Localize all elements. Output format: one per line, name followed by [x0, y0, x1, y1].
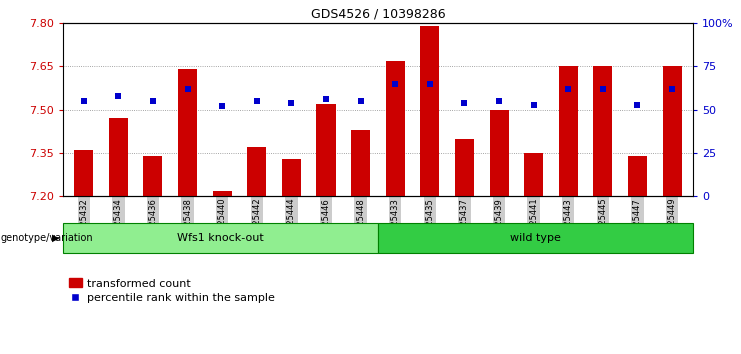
Bar	[247, 147, 266, 196]
Bar	[386, 61, 405, 196]
Bar	[420, 26, 439, 196]
Text: Wfs1 knock-out: Wfs1 knock-out	[177, 233, 264, 243]
Bar	[351, 130, 370, 196]
Bar	[109, 119, 128, 196]
Bar	[213, 191, 232, 196]
Bar	[524, 153, 543, 196]
Bar	[628, 156, 647, 196]
Bar	[316, 104, 336, 196]
Bar	[178, 69, 197, 196]
Bar	[378, 223, 693, 253]
Bar	[662, 66, 682, 196]
Bar	[594, 66, 612, 196]
Bar	[559, 66, 578, 196]
Bar	[490, 110, 508, 196]
Bar	[455, 139, 474, 196]
Text: ▶: ▶	[52, 233, 59, 243]
Bar	[282, 159, 301, 196]
Text: wild type: wild type	[510, 233, 561, 243]
Legend: transformed count, percentile rank within the sample: transformed count, percentile rank withi…	[68, 278, 276, 303]
Bar	[144, 156, 162, 196]
Title: GDS4526 / 10398286: GDS4526 / 10398286	[310, 7, 445, 21]
Bar	[63, 223, 378, 253]
Bar	[74, 150, 93, 196]
Text: genotype/variation: genotype/variation	[1, 233, 93, 243]
